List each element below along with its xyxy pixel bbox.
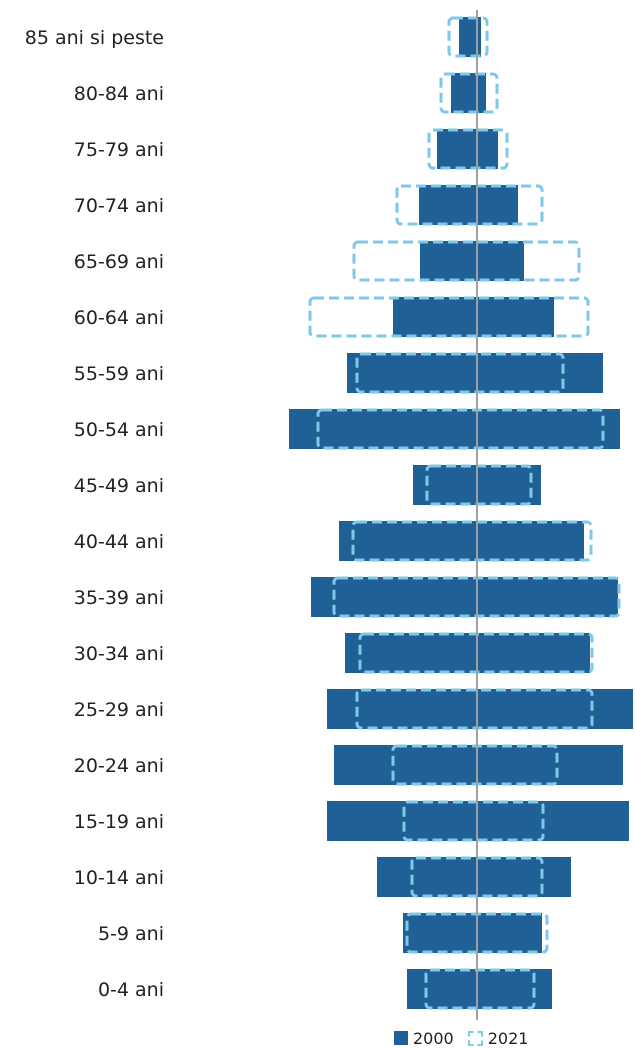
category-label: 55-59 ani	[74, 363, 164, 385]
bar-2021	[351, 520, 593, 562]
bar-2000	[403, 913, 542, 953]
legend-label-2000: 2000	[413, 1028, 454, 1048]
bar-2021	[352, 240, 581, 282]
bar-2021	[447, 16, 489, 58]
legend: 2000 2021	[394, 1028, 536, 1048]
bar-2021	[395, 184, 544, 226]
bar-2000	[407, 969, 552, 1009]
legend-item-2021: 2021	[467, 1028, 529, 1048]
category-label: 15-19 ani	[74, 811, 164, 833]
category-labels: 85 ani si peste 80-84 ani 75-79 ani 70-74 a…	[25, 27, 164, 1001]
bar-2000	[420, 241, 524, 281]
legend-item-2000: 2000	[394, 1029, 454, 1048]
category-label: 80-84 ani	[74, 83, 164, 105]
category-label: 30-34 ani	[74, 643, 164, 665]
category-label: 60-64 ani	[74, 307, 164, 329]
bar-2000	[419, 185, 518, 225]
category-label: 5-9 ani	[98, 923, 164, 945]
bar-2021	[308, 296, 590, 338]
category-label: 20-24 ani	[74, 755, 164, 777]
bar-2000	[437, 129, 498, 169]
population-pyramid-chart: 85 ani si peste 80-84 ani 75-79 ani 70-74 a…	[25, 10, 633, 1020]
bar-2021	[355, 352, 565, 394]
bar-2021	[355, 688, 594, 730]
category-label: 45-49 ani	[74, 475, 164, 497]
bar-2021	[391, 744, 559, 786]
legend-label-2021: 2021	[487, 1028, 529, 1048]
bar-2000	[327, 689, 633, 729]
bar-2021	[316, 408, 605, 450]
bar-2000	[289, 409, 620, 449]
legend-swatch-2000	[394, 1031, 408, 1045]
category-label: 10-14 ani	[74, 867, 164, 889]
bar-2021	[402, 800, 545, 842]
series-2000-bars	[289, 17, 633, 1009]
category-label: 75-79 ani	[74, 139, 164, 161]
category-label: 70-74 ani	[74, 195, 164, 217]
bar-2000	[377, 857, 571, 897]
category-label: 0-4 ani	[98, 979, 164, 1001]
bar-2000	[347, 353, 603, 393]
bar-2000	[459, 17, 481, 57]
bar-2000	[345, 633, 590, 673]
category-label: 35-39 ani	[74, 587, 164, 609]
series-2021-bars	[308, 16, 621, 1010]
bar-2000	[334, 745, 623, 785]
bar-2000	[451, 73, 486, 113]
bar-2000	[393, 297, 554, 337]
bar-2021	[424, 968, 536, 1010]
category-label: 85 ani si peste	[25, 27, 164, 49]
bar-2000	[339, 521, 584, 561]
legend-swatch-2021	[467, 1030, 483, 1046]
bar-2021	[439, 72, 499, 114]
bar-2021	[425, 464, 533, 506]
category-label: 65-69 ani	[74, 251, 164, 273]
bar-2000	[311, 577, 618, 617]
category-label: 50-54 ani	[74, 419, 164, 441]
bar-2021	[427, 128, 509, 170]
category-label: 40-44 ani	[74, 531, 164, 553]
category-label: 25-29 ani	[74, 699, 164, 721]
